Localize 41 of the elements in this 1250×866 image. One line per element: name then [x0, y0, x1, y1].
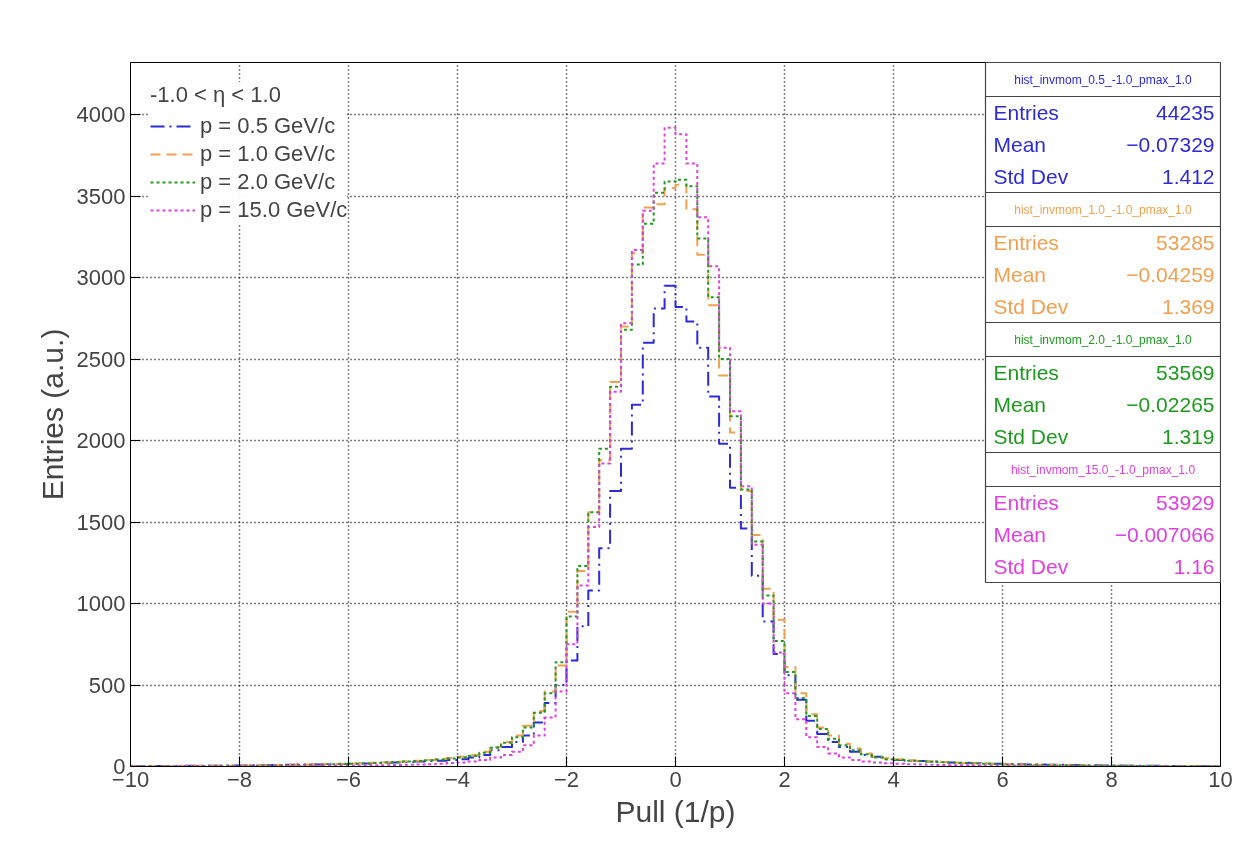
y-tick-label: 1000 — [76, 591, 126, 617]
text: Mean −0.007066 — [993, 522, 1215, 546]
text: Entries 53569 — [993, 360, 1215, 384]
text: Std Dev 1.319 — [993, 424, 1215, 448]
text: Entries 53285 — [993, 230, 1215, 254]
annotation: hist_invmom_1.0_-1.0_pmax_1.0 — [1014, 202, 1193, 217]
x-tick-label: 6 — [996, 766, 1009, 792]
text: Std Dev 1.412 — [993, 164, 1215, 188]
x-tick-label: −4 — [444, 766, 471, 792]
text: Mean −0.07329 — [993, 132, 1215, 156]
text: Std Dev 1.369 — [993, 294, 1215, 318]
y-tick-label: 2500 — [76, 346, 126, 372]
x-tick-label: −2 — [553, 766, 580, 792]
text: Mean −0.04259 — [993, 262, 1215, 286]
legend-label: p = 0.5 GeV/c — [200, 113, 336, 139]
legend-label: p = 15.0 GeV/c — [200, 197, 348, 223]
x-tick-label: −8 — [226, 766, 253, 792]
legend-label: p = 1.0 GeV/c — [200, 141, 336, 167]
text: Mean −0.02265 — [993, 392, 1215, 416]
x-tick-label: 4 — [887, 766, 900, 792]
annotation: hist_invmom_2.0_-1.0_pmax_1.0 — [1014, 332, 1193, 347]
y-tick-label: 3500 — [76, 183, 126, 209]
annotation: hist_invmom_0.5_-1.0_pmax_1.0 — [1014, 72, 1193, 87]
x-tick-label: 2 — [778, 766, 791, 792]
text: Entries 53929 — [993, 490, 1215, 514]
x-tick-label: 0 — [669, 766, 682, 792]
y-axis-title: Entries (a.u.) — [35, 328, 69, 501]
y-tick-label: 4000 — [76, 102, 126, 128]
y-tick-label: 1500 — [76, 509, 126, 535]
legend-title: -1.0 < η < 1.0 — [150, 82, 282, 108]
text: Entries 44235 — [993, 100, 1215, 124]
x-tick-label: −6 — [335, 766, 362, 792]
x-axis-title: Pull (1/p) — [615, 794, 736, 828]
x-tick-label: 8 — [1105, 766, 1118, 792]
legend-label: p = 2.0 GeV/c — [200, 169, 336, 195]
x-tick-label: 10 — [1208, 766, 1233, 792]
y-tick-label: 2000 — [76, 428, 126, 454]
y-tick-label: 3000 — [76, 265, 126, 291]
y-tick-label: 500 — [88, 672, 126, 698]
annotation: hist_invmom_15.0_-1.0_pmax_1.0 — [1010, 462, 1196, 477]
text: Std Dev 1.16 — [993, 554, 1215, 578]
